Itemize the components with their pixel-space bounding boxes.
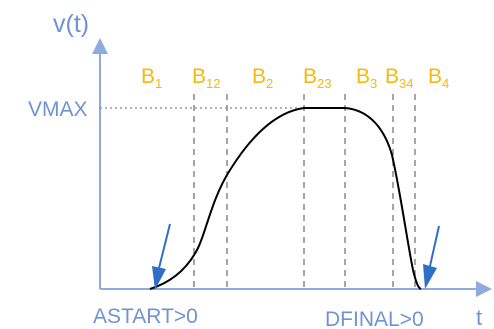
end-arrow xyxy=(423,225,440,289)
segment-labels: B1 B12 B2 B23 B3 B34 B4 xyxy=(141,65,449,91)
segment-label-b4: B4 xyxy=(428,65,449,91)
segment-label-b3: B3 xyxy=(356,65,377,91)
vmax-label: VMAX xyxy=(28,98,88,121)
segment-label-b2: B2 xyxy=(252,65,273,91)
segment-label-b12: B12 xyxy=(192,65,220,91)
segment-label-b1: B1 xyxy=(141,65,162,91)
start-arrow xyxy=(152,223,171,290)
velocity-curve xyxy=(149,107,422,290)
y-axis-label: v(t) xyxy=(53,10,89,38)
x-axis-label: t xyxy=(476,305,482,329)
segment-label-b23: B23 xyxy=(303,65,331,91)
segment-boundaries xyxy=(193,94,416,289)
start-annotation: ASTART>0 xyxy=(93,305,198,328)
end-annotation: DFINAL>0 xyxy=(325,308,424,329)
segment-label-b34: B34 xyxy=(385,65,413,91)
